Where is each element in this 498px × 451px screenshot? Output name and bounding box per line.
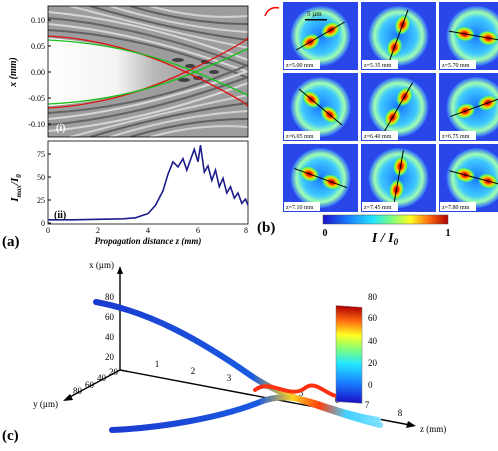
colorbar [323, 215, 448, 224]
top-y-ticks: 0.10 0.05 0.00 -0.05 -0.10 [28, 16, 51, 129]
svg-text:40: 40 [368, 336, 378, 346]
scale-bar [305, 19, 327, 21]
bottom-ytick-label: 25 [37, 196, 45, 205]
intensity-frame: z=5.70 mm [439, 2, 498, 70]
svg-text:0: 0 [368, 380, 373, 390]
panel-c: x (µm) y (µm) z (mm) 80 60 40 20 80 60 4… [0, 250, 498, 446]
svg-text:8: 8 [398, 408, 403, 418]
top-ytick-label: -0.05 [28, 94, 45, 103]
svg-text:60: 60 [105, 312, 115, 322]
panel-a-figure: 0.10 0.05 0.00 -0.05 -0.10 x (mm) (i) 75… [0, 0, 255, 250]
intensity-frame: z=6.75 mm [439, 73, 498, 141]
xtick-label: 8 [244, 226, 248, 235]
intensity-frame: z=6.05 mm [283, 73, 358, 141]
rotation-arrow-icon [265, 8, 279, 16]
panel-a: 0.10 0.05 0.00 -0.05 -0.10 x (mm) (i) 75… [0, 0, 255, 250]
svg-text:60: 60 [368, 313, 378, 323]
svg-text:80: 80 [368, 292, 378, 302]
frame-grid: z=5.00 mm z=5.35 mm z=5.70 mm z=6.05 mm z=6.… [283, 2, 498, 212]
colorbar-label: I / I0 [371, 231, 399, 247]
svg-text:20: 20 [368, 358, 378, 368]
bottom-sublabel: (ii) [54, 210, 66, 221]
bottom-ytick-label: 75 [37, 150, 45, 159]
frame-z-label: z=7.10 mm [286, 205, 314, 211]
top-ytick-label: 0.00 [31, 68, 45, 77]
svg-text:3: 3 [227, 373, 232, 383]
svg-text:7: 7 [365, 400, 370, 410]
top-ytick-label: 0.10 [31, 16, 45, 25]
panel-a-label: (a) [2, 234, 20, 250]
panel-c-figure: x (µm) y (µm) z (mm) 80 60 40 20 80 60 4… [0, 250, 498, 446]
intensity-frame: z=7.45 mm [361, 144, 436, 212]
svg-text:1: 1 [155, 359, 160, 369]
axis-z-label: z (mm) [420, 424, 446, 434]
y-axis-ticks: 80 60 40 20 [73, 367, 119, 396]
frame-z-label: z=6.75 mm [442, 134, 470, 140]
top-ylabel: x (mm) [8, 57, 19, 88]
colorbar-3d [336, 305, 362, 403]
scale-bar-label: 5 µm [307, 10, 322, 18]
svg-text:60: 60 [85, 380, 95, 390]
intensity-frame: z=7.10 mm [283, 144, 358, 212]
xtick-label: 6 [196, 226, 200, 235]
top-ytick-label: 0.05 [31, 42, 45, 51]
xtick-label: 4 [146, 226, 150, 235]
xtick-label: 2 [96, 226, 100, 235]
frame-z-label: z=7.80 mm [442, 205, 470, 211]
svg-text:40: 40 [105, 332, 115, 342]
intensity-frame: z=7.80 mm [439, 144, 498, 212]
top-ytick-label: -0.10 [28, 120, 45, 129]
bottom-x-ticks: 0 2 4 6 8 [46, 226, 248, 235]
intensity-frame: z=5.35 mm [361, 2, 436, 70]
frame-z-label: z=5.00 mm [286, 63, 314, 69]
svg-text:20: 20 [109, 367, 119, 377]
svg-text:2: 2 [191, 366, 196, 376]
bottom-ytick-label: 0 [41, 219, 45, 228]
intensity-plot [48, 141, 248, 224]
svg-text:80: 80 [105, 292, 115, 302]
colorbar-3d-ticks: 80 60 40 20 0 [368, 292, 378, 390]
svg-text:80: 80 [73, 386, 83, 396]
axis-y-label: y (µm) [33, 399, 58, 409]
colorbar-max: 1 [446, 228, 451, 239]
top-sublabel: (i) [56, 123, 65, 134]
colorbar-min: 0 [323, 228, 328, 239]
panel-b-figure: z=5.00 mm z=5.35 mm z=5.70 mm z=6.05 mm z=6.… [255, 0, 498, 250]
intensity-frame: z=6.40 mm [361, 73, 436, 141]
bottom-ylabel: Imax/I0 [9, 174, 23, 203]
propagation-map [48, 6, 253, 137]
axis-x-label: x (µm) [89, 260, 114, 270]
bottom-xlabel: Propagation distance z (mm) [95, 236, 202, 246]
svg-text:20: 20 [105, 352, 115, 362]
panel-c-label: (c) [2, 428, 19, 444]
frame-z-label: z=6.40 mm [364, 134, 392, 140]
xtick-label: 0 [46, 226, 50, 235]
frame-z-label: z=6.05 mm [286, 134, 314, 140]
frame-z-label: z=5.35 mm [364, 63, 392, 69]
panel-b: z=5.00 mm z=5.35 mm z=5.70 mm z=6.05 mm z=6.… [255, 0, 498, 250]
panel-b-label: (b) [257, 220, 275, 236]
bottom-ytick-label: 50 [37, 173, 45, 182]
svg-text:40: 40 [97, 373, 107, 383]
frame-z-label: z=5.70 mm [442, 63, 470, 69]
frame-z-label: z=7.45 mm [364, 205, 392, 211]
